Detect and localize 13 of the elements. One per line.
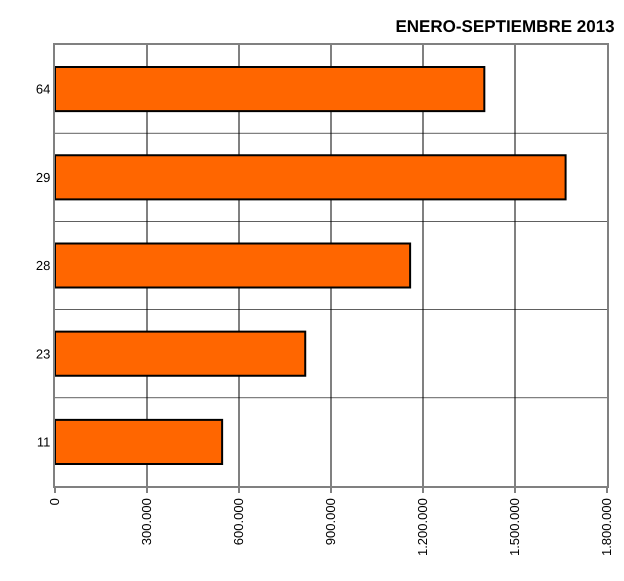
x-tick-label: 0 (47, 498, 62, 506)
x-tick-label: 600.000 (231, 498, 246, 546)
y-tick-label: 28 (36, 258, 50, 274)
y-tick-label: 64 (36, 82, 50, 97)
y-tick-label: 29 (36, 170, 50, 185)
x-tick-label: 300.000 (139, 498, 154, 546)
x-tick-label: 1.800.000 (599, 498, 614, 556)
chart-title: ENERO-SEPTIEMBRE 2013 (395, 17, 615, 36)
y-tick-label: 11 (36, 434, 50, 450)
x-tick-label: 900.000 (323, 498, 338, 546)
x-tick-label: 1.200.000 (415, 498, 430, 556)
x-tick-label: 1.500.000 (507, 498, 522, 556)
y-tick-label: 23 (36, 346, 50, 362)
